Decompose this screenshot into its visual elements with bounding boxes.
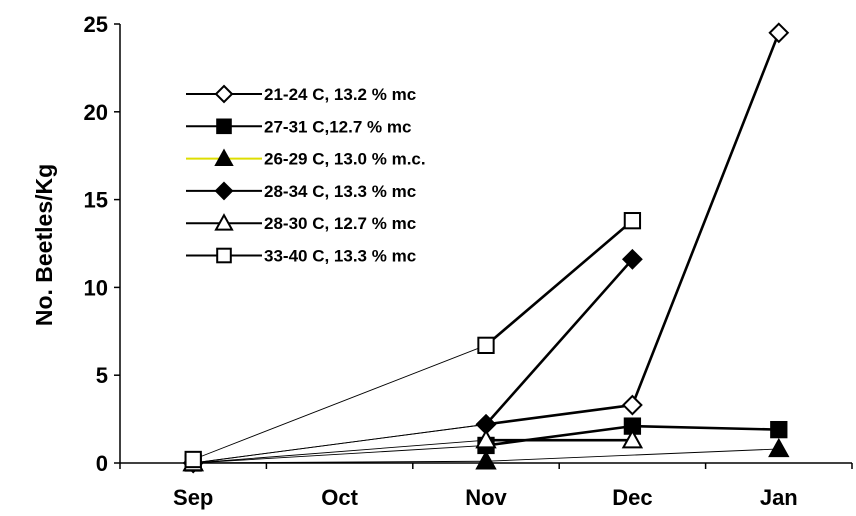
y-tick-label: 5 [96,363,108,388]
y-tick-label: 25 [84,12,108,37]
data-point-series-1 [621,394,643,416]
data-point-series-6 [623,212,642,230]
legend-label: 27-31 C,12.7 % mc [264,117,411,136]
plot-markers [182,22,790,474]
series-line-5 [193,439,487,464]
legend-label: 28-30 C, 12.7 % mc [264,214,416,233]
y-tick-label: 15 [84,188,108,213]
legend-marker [214,213,234,231]
legend-marker [214,181,234,201]
data-point-series-1 [768,22,790,44]
series-line-4 [485,258,634,426]
y-axis-title: No. Beetles/Kg [31,164,57,326]
x-tick-label: Dec [612,485,652,510]
x-tick-label: Nov [465,485,507,510]
series-line-1 [485,403,633,426]
data-point-series-5 [621,429,644,449]
data-point-series-3 [475,450,497,470]
series-line-2 [193,444,487,464]
x-tick-label: Oct [321,485,358,510]
axes: 0 5 10 15 20 25 Sep Oct Nov Dec Jan [84,12,853,510]
legend-marker [216,247,232,264]
legend-label: 28-34 C, 13.3 % mc [264,182,416,201]
data-point-series-3 [768,437,790,458]
y-tick-label: 20 [84,100,108,125]
y-tick-label: 0 [96,451,108,476]
series-line-2 [485,424,633,447]
data-point-series-6 [477,336,495,354]
series-line-6 [485,219,634,347]
data-point-series-4 [621,248,643,270]
legend-marker [216,118,232,135]
series-line-3 [193,460,487,464]
plot-lines [193,32,781,464]
y-tick-label: 10 [84,275,108,300]
legend-marker [214,84,234,104]
legend-label: 33-40 C, 13.3 % mc [264,247,416,266]
data-point-series-6 [184,450,202,469]
data-point-series-5 [475,429,497,449]
series-line-2 [632,424,779,431]
legend-label: 26-29 C, 13.0 % m.c. [264,150,426,169]
data-point-series-2 [770,420,788,439]
x-tick-label: Sep [173,485,213,510]
series-line-3 [485,448,779,462]
series-line-6 [193,344,487,460]
x-tick-label: Jan [760,485,798,510]
legend: 21-24 C, 13.2 % mc 27-31 C,12.7 % mc 26-29… [186,84,426,266]
legend-marker [214,148,234,166]
series-line-4 [193,423,487,464]
legend-label: 21-24 C, 13.2 % mc [264,85,416,104]
series-line-1 [631,32,781,406]
